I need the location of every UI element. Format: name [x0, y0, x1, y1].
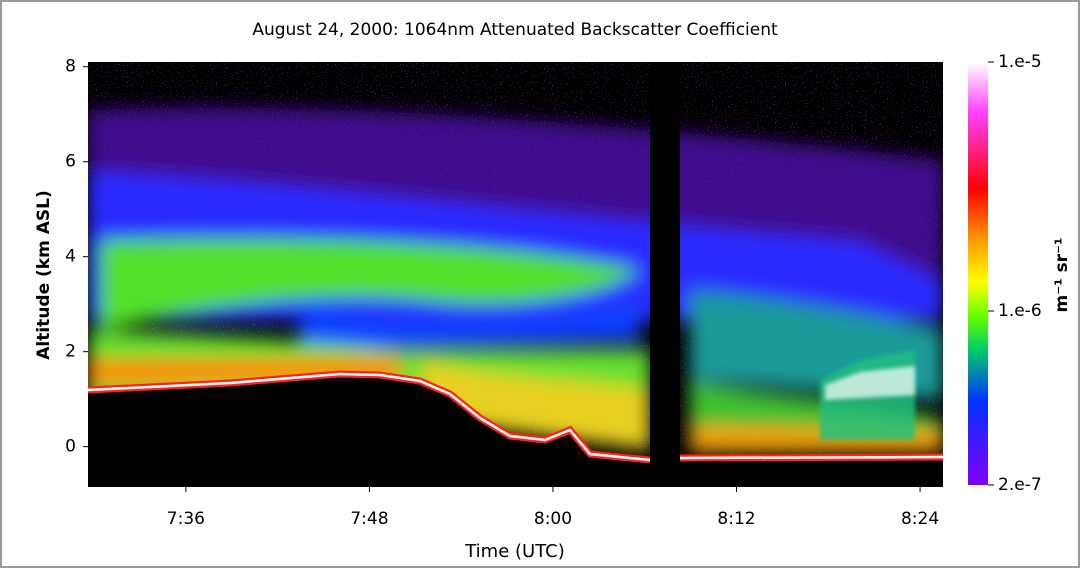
ground — [88, 374, 650, 487]
y-axis-label: Altitude (km ASL) — [34, 190, 54, 360]
colorbar-tick-label: 1.e-6 — [998, 301, 1042, 321]
surface-return — [88, 372, 651, 462]
colorbar-tick-label: 1.e-5 — [998, 52, 1042, 72]
x-tick-label: 8:24 — [901, 509, 939, 529]
ground — [680, 457, 943, 487]
heatmap — [88, 62, 943, 487]
x-tick-label: 7:36 — [167, 509, 205, 529]
y-tick-label: 4 — [65, 247, 76, 267]
x-axis-label: Time (UTC) — [464, 541, 565, 562]
data-gap — [650, 62, 680, 487]
x-tick-label: 8:00 — [534, 509, 572, 529]
x-tick-label: 8:12 — [717, 509, 755, 529]
surface-return — [679, 455, 943, 460]
y-tick-label: 8 — [65, 57, 76, 77]
y-tick-label: 2 — [65, 342, 76, 362]
y-tick-label: 6 — [65, 152, 76, 172]
chart-title: August 24, 2000: 1064nm Attenuated Backs… — [252, 20, 778, 40]
x-tick-label: 7:48 — [350, 509, 388, 529]
colorbar-tick-label: 2.e-7 — [998, 475, 1042, 495]
y-tick-label: 0 — [65, 437, 76, 457]
colorbar-label: m⁻¹ sr⁻¹ — [1052, 238, 1072, 313]
colorbar — [968, 62, 988, 485]
